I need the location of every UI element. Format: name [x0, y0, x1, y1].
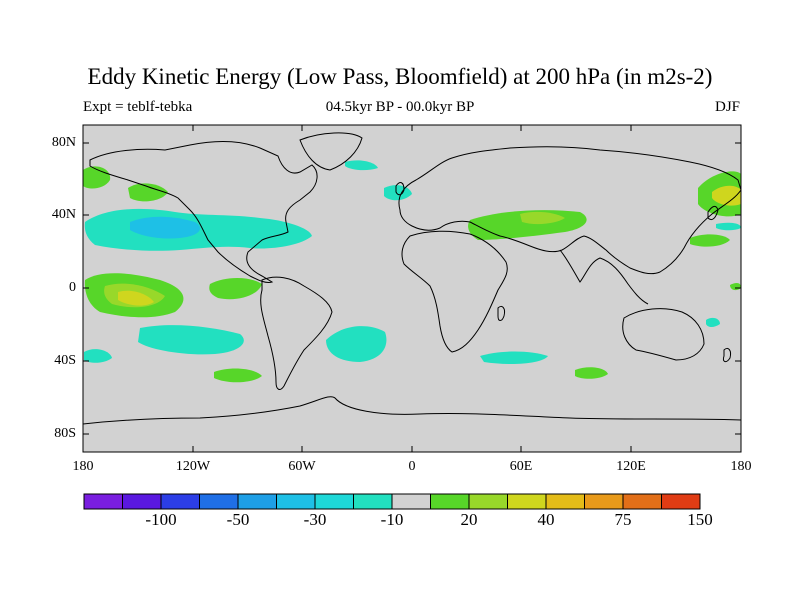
lon-label-120e: 120E [616, 459, 646, 474]
colorbar-swatch [314, 493, 354, 510]
colorbar-swatch [391, 493, 431, 510]
coast-south-america [260, 276, 333, 390]
lat-label-80s: 80S [54, 426, 76, 441]
colorbar-label: 150 [687, 510, 713, 529]
colorbar-swatch [160, 493, 200, 510]
lon-label-180e: 180 [730, 459, 752, 474]
contour-aus-cyan [706, 317, 720, 327]
colorbar-swatch [122, 493, 162, 510]
coast-eurasia [398, 146, 741, 275]
lat-ticks [83, 142, 741, 435]
period-label: 04.5kyr BP - 00.0kyr BP [325, 99, 475, 115]
coast-africa [401, 230, 508, 353]
contour-mideast-inner [520, 211, 565, 225]
colorbar-swatch [545, 493, 585, 510]
lat-label-0: 0 [69, 280, 76, 295]
coast-australia [622, 308, 705, 361]
contour-wpac-green2 [690, 234, 730, 247]
colorbar-swatch [430, 493, 470, 510]
coast-greenland [299, 132, 363, 171]
contour-sw-cyan [84, 349, 112, 363]
colorbar-label: 40 [537, 510, 555, 529]
contour-sio-green [575, 367, 608, 379]
contour-natlantic-cyan [345, 160, 378, 171]
lon-label-120w: 120W [175, 459, 211, 474]
experiment-label: Expt = teblf-tebka [83, 99, 193, 115]
colorbar-label: 75 [614, 510, 632, 529]
lon-label-60e: 60E [509, 459, 533, 474]
lon-label-60w: 60W [288, 459, 316, 474]
lat-label-80n: 80N [51, 135, 76, 150]
colorbar-label: -30 [303, 510, 327, 529]
contour-npac-green [128, 183, 168, 202]
colorbar-label: 20 [460, 510, 478, 529]
contour-sio-cyan [480, 351, 548, 364]
colorbar-swatch [507, 493, 547, 510]
coast-new-zealand [723, 347, 731, 363]
coast-madagascar [497, 305, 505, 321]
colorbar-swatch [584, 493, 624, 510]
contour-npacific-inner [130, 216, 200, 239]
colorbar-swatch [468, 493, 508, 510]
colorbar-swatch [276, 493, 316, 510]
coast-uk [395, 182, 405, 196]
map-title: Eddy Kinetic Energy (Low Pass, Bloomfiel… [87, 64, 713, 89]
contour-trop-pacific-core [118, 290, 154, 306]
season-label: DJF [714, 99, 740, 115]
coastlines [83, 132, 741, 425]
colorbar [83, 493, 701, 510]
lat-label-40s: 40S [54, 353, 76, 368]
contour-sa-green [209, 278, 262, 300]
contour-greenland-cyan [384, 185, 412, 201]
map-background [83, 125, 741, 452]
coast-north-america [89, 141, 318, 283]
lat-label-40n: 40N [51, 207, 76, 222]
colorbar-swatch [622, 493, 662, 510]
colorbar-label: -50 [226, 510, 250, 529]
contour-spacific-cyan [138, 325, 244, 355]
lon-label-180w: 180 [72, 459, 94, 474]
contour-wpac-cyan [716, 222, 741, 231]
colorbar-label: -100 [145, 510, 177, 529]
contour-satlantic-cyan [326, 326, 387, 362]
colorbar-swatch [237, 493, 277, 510]
colorbar-swatch [199, 493, 239, 510]
contour-s-green [214, 368, 262, 383]
colorbar-swatch [353, 493, 393, 510]
lon-ticks [82, 125, 742, 452]
coast-south-asia [559, 249, 649, 305]
contour-fills [83, 160, 741, 383]
colorbar-swatch [83, 493, 123, 510]
colorbar-swatch [661, 493, 701, 510]
colorbar-label: -10 [380, 510, 404, 529]
lon-label-0: 0 [408, 459, 416, 474]
coast-antarctica [83, 396, 741, 425]
contour-wpac-yellow [712, 185, 741, 206]
coast-japan [707, 205, 719, 221]
